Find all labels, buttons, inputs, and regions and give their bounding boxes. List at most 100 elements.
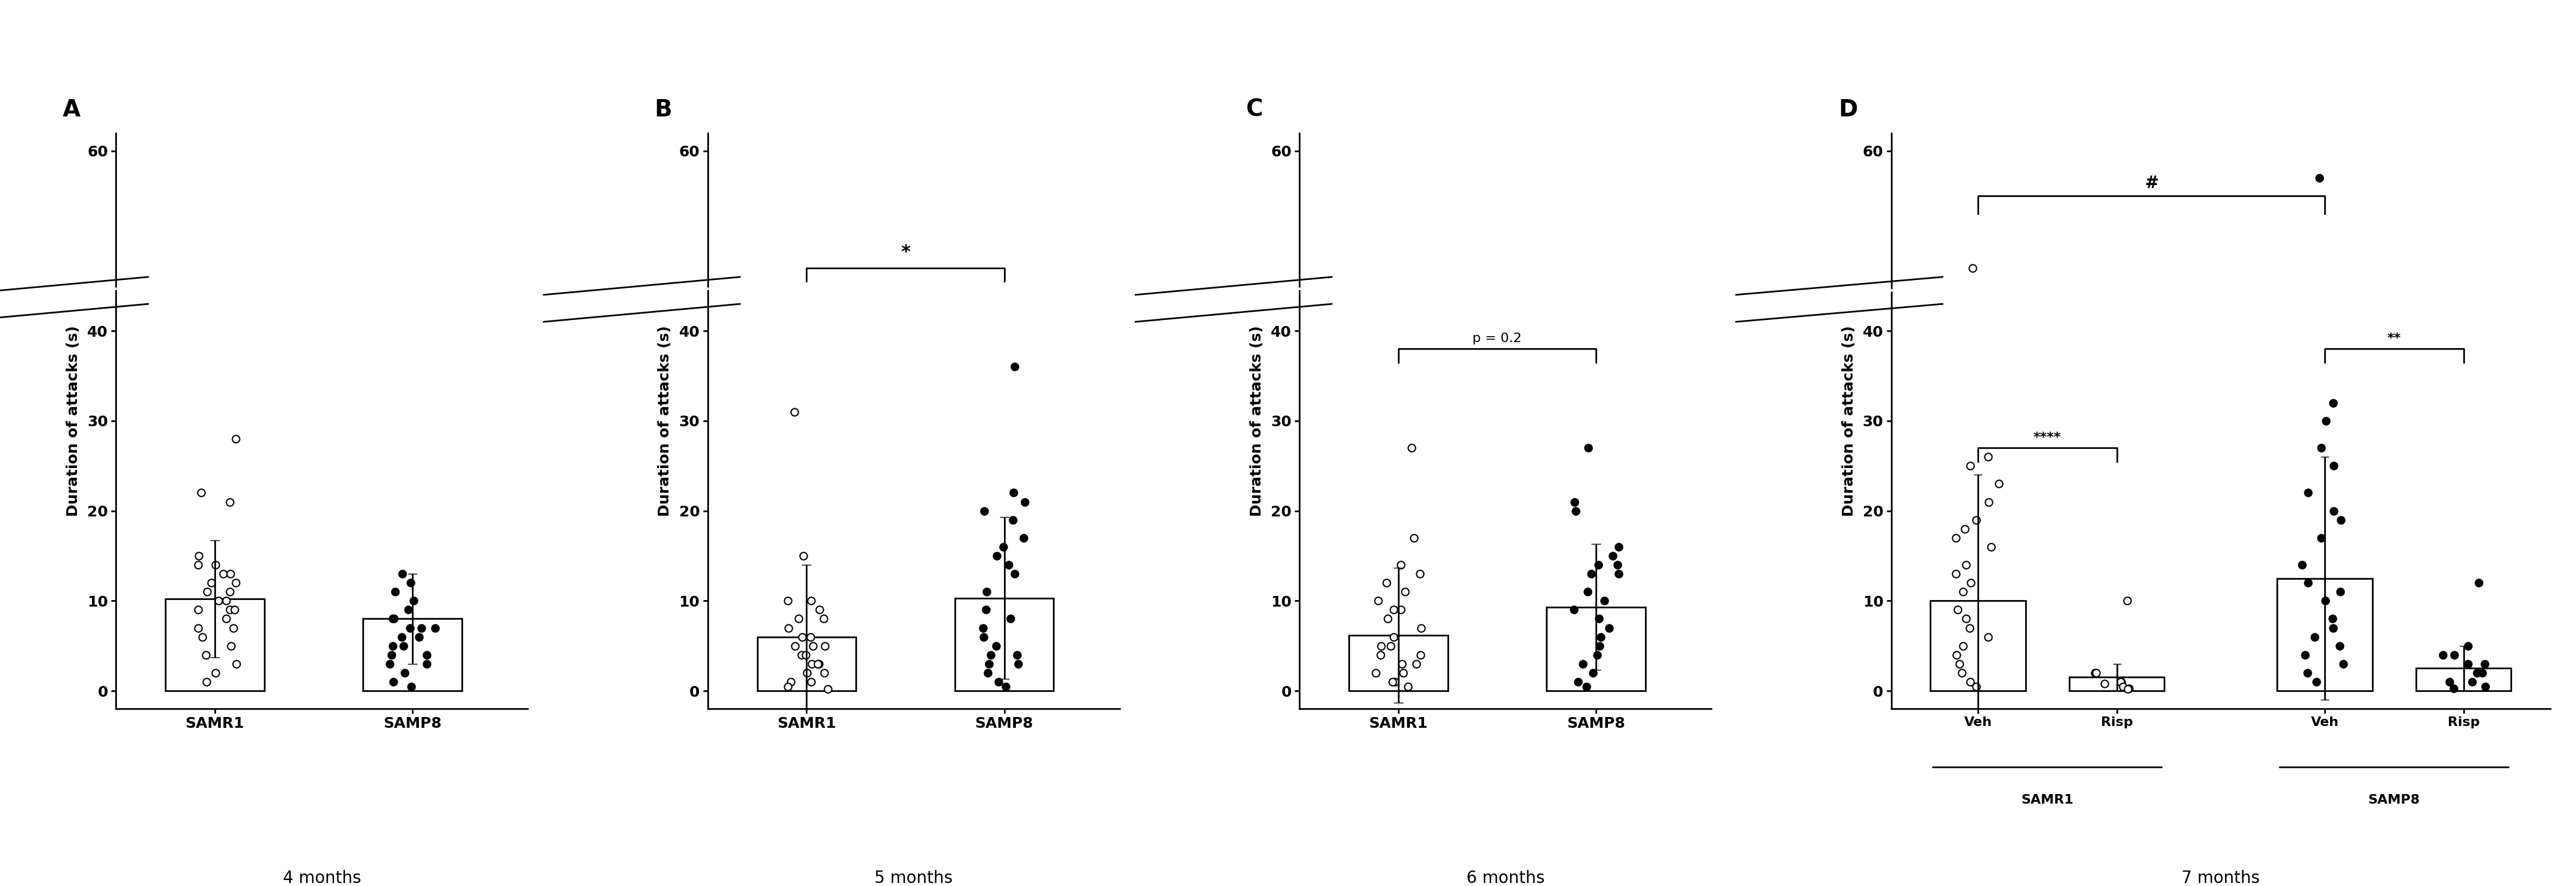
Point: [781, 630, 822, 644]
Point: [402, 621, 443, 635]
Point: [2287, 576, 2329, 590]
Point: [407, 648, 448, 662]
Text: 4 months: 4 months: [283, 870, 361, 886]
Point: [1935, 648, 1976, 662]
Point: [1935, 567, 1976, 581]
Point: [1978, 477, 2020, 491]
Point: [399, 630, 440, 644]
Text: SAMP8: SAMP8: [2367, 794, 2421, 806]
Point: [2110, 681, 2151, 696]
Point: [209, 585, 250, 599]
Point: [1391, 440, 1432, 455]
Point: [1950, 621, 1991, 635]
Point: [1950, 675, 1991, 689]
Point: [386, 602, 428, 617]
Point: [196, 558, 237, 572]
Point: [1579, 630, 1620, 644]
Point: [2463, 665, 2504, 680]
Text: SAMR1: SAMR1: [2022, 794, 2074, 806]
Point: [1368, 611, 1409, 626]
Point: [2455, 665, 2496, 680]
Y-axis label: Duration of attacks (s): Duration of attacks (s): [67, 325, 80, 517]
Text: p = 0.2: p = 0.2: [1473, 332, 1522, 345]
Text: A: A: [62, 98, 80, 121]
Point: [392, 680, 433, 694]
Point: [191, 576, 232, 590]
Point: [1401, 621, 1443, 635]
Point: [1942, 639, 1984, 653]
Point: [185, 585, 227, 599]
Point: [198, 594, 240, 608]
Point: [368, 657, 410, 671]
Point: [2285, 648, 2326, 662]
Point: [992, 513, 1033, 527]
Point: [1589, 621, 1631, 635]
Point: [1577, 648, 1618, 662]
Bar: [1929, 601, 2025, 691]
Point: [2447, 657, 2488, 671]
Point: [768, 680, 809, 694]
Point: [196, 665, 237, 680]
Point: [2311, 611, 2352, 626]
Point: [1360, 639, 1401, 653]
Point: [2287, 665, 2329, 680]
Point: [971, 648, 1012, 662]
Point: [1566, 680, 1607, 694]
Point: [2306, 594, 2347, 608]
Point: [415, 621, 456, 635]
Point: [2313, 621, 2354, 635]
Point: [381, 630, 422, 644]
Point: [374, 611, 415, 626]
Point: [2306, 414, 2347, 428]
Text: 7 months: 7 months: [2182, 870, 2259, 886]
Point: [2313, 396, 2354, 410]
Y-axis label: Duration of attacks (s): Duration of attacks (s): [1249, 325, 1265, 517]
Y-axis label: Duration of attacks (s): Duration of attacks (s): [1842, 325, 1855, 517]
Point: [178, 621, 219, 635]
Point: [984, 680, 1025, 694]
Point: [1953, 260, 1994, 275]
Point: [384, 665, 425, 680]
Point: [1388, 680, 1430, 694]
Point: [2107, 682, 2148, 696]
Point: [2295, 630, 2336, 644]
Point: [1579, 611, 1620, 626]
Point: [791, 594, 832, 608]
Point: [963, 621, 1005, 635]
Point: [1370, 639, 1412, 653]
Point: [1558, 675, 1600, 689]
Point: [178, 558, 219, 572]
Point: [1360, 648, 1401, 662]
Point: [371, 611, 412, 626]
Point: [966, 602, 1007, 617]
Point: [976, 639, 1018, 653]
Point: [2102, 680, 2143, 694]
Point: [1945, 558, 1986, 572]
Point: [1556, 504, 1597, 518]
Point: [1577, 558, 1618, 572]
Point: [1942, 585, 1984, 599]
Point: [216, 576, 258, 590]
Point: [1937, 602, 1978, 617]
Point: [1968, 630, 2009, 644]
Point: [2084, 677, 2125, 691]
Point: [793, 639, 835, 653]
Point: [371, 639, 412, 653]
Point: [2298, 171, 2339, 185]
Point: [1592, 548, 1633, 563]
Bar: [1350, 635, 1448, 691]
Point: [394, 594, 435, 608]
Point: [2421, 648, 2463, 662]
Point: [799, 602, 840, 617]
Point: [1571, 665, 1613, 680]
Point: [979, 675, 1020, 689]
Point: [185, 648, 227, 662]
Point: [1950, 576, 1991, 590]
Point: [2434, 648, 2476, 662]
Point: [2099, 675, 2141, 689]
Point: [2429, 675, 2470, 689]
Point: [2295, 675, 2336, 689]
Text: 5 months: 5 months: [873, 870, 953, 886]
Point: [1399, 567, 1440, 581]
Point: [963, 630, 1005, 644]
